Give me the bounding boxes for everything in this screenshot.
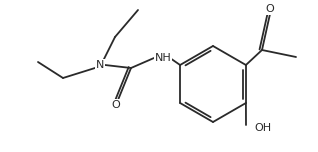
Text: O: O xyxy=(112,100,121,110)
Text: NH: NH xyxy=(155,53,171,63)
Text: OH: OH xyxy=(254,123,271,133)
Text: N: N xyxy=(96,60,104,70)
Text: O: O xyxy=(266,4,274,14)
